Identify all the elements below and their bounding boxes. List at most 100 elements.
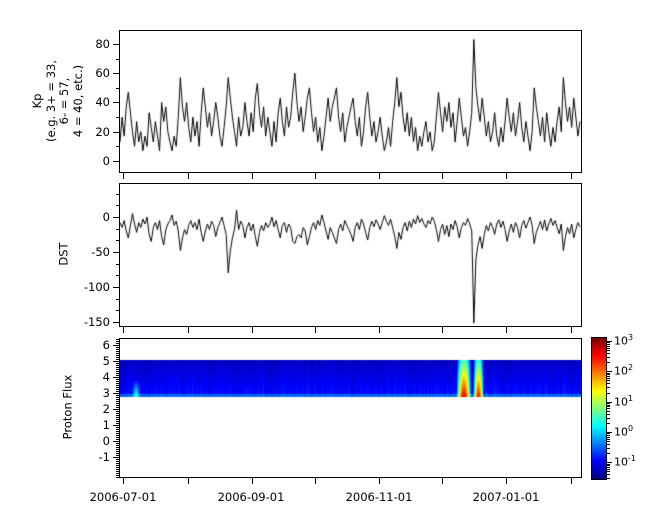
proton-y-minor-tick xyxy=(116,443,119,444)
colorbar-minor-tick xyxy=(607,464,610,465)
colorbar-tick-exponent: -1 xyxy=(628,454,636,463)
colorbar-tick-exponent: 2 xyxy=(628,363,634,372)
dst-y-tick-label: 0 xyxy=(102,210,110,224)
x-axis-month-tick xyxy=(315,173,316,179)
colorbar-minor-tick xyxy=(607,373,610,374)
proton-y-minor-tick xyxy=(116,405,119,406)
dst-y-minor-tick xyxy=(116,310,119,311)
proton-y-minor-tick xyxy=(116,371,119,372)
proton-y-major-tick xyxy=(113,409,119,410)
x-axis-date-label: 2006-11-01 xyxy=(345,490,413,504)
proton-y-tick-label: 1 xyxy=(102,418,110,432)
x-axis-month-tick xyxy=(315,478,316,484)
x-axis-month-tick xyxy=(442,478,443,484)
proton-y-minor-tick xyxy=(116,399,119,400)
x-axis-month-tick xyxy=(252,327,253,333)
proton-y-minor-tick xyxy=(116,379,119,380)
kp-y-major-tick xyxy=(113,161,119,162)
proton-y-minor-tick xyxy=(116,465,119,466)
dst-y-minor-tick xyxy=(116,240,119,241)
proton-y-minor-tick xyxy=(116,369,119,370)
proton-y-minor-tick xyxy=(116,373,119,374)
proton-y-minor-tick xyxy=(116,421,119,422)
dst-y-minor-tick xyxy=(116,205,119,206)
colorbar-major-tick xyxy=(607,432,612,433)
colorbar-minor-tick xyxy=(607,380,610,381)
proton-y-minor-tick xyxy=(116,423,119,424)
colorbar-minor-tick xyxy=(607,433,610,434)
x-axis-month-tick xyxy=(571,327,572,333)
proton-y-minor-tick xyxy=(116,435,119,436)
kp-y-major-tick xyxy=(113,132,119,133)
colorbar-minor-tick xyxy=(607,403,610,404)
colorbar-tick-label: 103 xyxy=(614,333,634,348)
proton-y-minor-tick xyxy=(116,419,119,420)
proton-y-minor-tick xyxy=(116,389,119,390)
x-axis-date-label: 2007-01-01 xyxy=(472,490,540,504)
proton-y-minor-tick xyxy=(116,375,119,376)
proton-y-major-tick xyxy=(113,425,119,426)
x-axis-month-tick xyxy=(506,173,507,179)
colorbar-frame xyxy=(591,337,607,480)
proton-y-minor-tick xyxy=(116,417,119,418)
kp-y-minor-tick xyxy=(116,59,119,60)
colorbar-minor-tick xyxy=(607,471,610,472)
proton-y-major-tick xyxy=(113,345,119,346)
x-axis-month-tick xyxy=(442,327,443,333)
proton-y-minor-tick xyxy=(116,385,119,386)
proton-y-minor-tick xyxy=(116,387,119,388)
colorbar-minor-tick xyxy=(607,346,610,347)
kp-y-tick-label: 60 xyxy=(95,66,110,80)
colorbar-minor-tick xyxy=(607,350,610,351)
colorbar-tick-exponent: 3 xyxy=(628,333,634,342)
kp-y-minor-tick xyxy=(116,117,119,118)
colorbar-minor-tick xyxy=(607,344,610,345)
colorbar-minor-tick xyxy=(607,362,610,363)
x-axis-month-tick xyxy=(188,327,189,333)
kp-y-axis-label: Kp (e.g. 3+ = 33, 6- = 57, 4 = 40, etc.) xyxy=(30,60,85,142)
x-axis-month-tick xyxy=(571,173,572,179)
proton-y-minor-tick xyxy=(116,477,119,478)
proton-y-minor-tick xyxy=(116,445,119,446)
kp-y-tick-label: 80 xyxy=(95,37,110,51)
kp-y-tick-label: 20 xyxy=(95,125,110,139)
x-axis-month-tick xyxy=(506,327,507,333)
dst-y-tick-label: -150 xyxy=(83,315,110,329)
colorbar-minor-tick xyxy=(607,342,610,343)
kp-y-major-tick xyxy=(113,73,119,74)
proton-y-minor-tick xyxy=(116,415,119,416)
proton-y-major-tick xyxy=(113,393,119,394)
dst-series-canvas xyxy=(120,184,581,326)
colorbar-tick-label: 102 xyxy=(614,363,634,378)
x-axis-month-tick xyxy=(123,327,124,333)
kp-y-minor-tick xyxy=(116,146,119,147)
colorbar-major-tick xyxy=(607,462,612,463)
proton-y-minor-tick xyxy=(116,433,119,434)
dst-y-minor-tick xyxy=(116,275,119,276)
proton-y-minor-tick xyxy=(116,359,119,360)
colorbar-minor-tick xyxy=(607,435,610,436)
proton-y-tick-label: -1 xyxy=(98,450,110,464)
kp-y-tick-label: 0 xyxy=(102,154,110,168)
proton-flux-y-axis-label: Proton Flux xyxy=(60,374,75,440)
proton-y-minor-tick xyxy=(116,401,119,402)
dst-y-minor-tick xyxy=(116,194,119,195)
proton-y-minor-tick xyxy=(116,341,119,342)
dst-y-major-tick xyxy=(113,322,119,323)
colorbar-minor-tick xyxy=(607,376,610,377)
colorbar-tick-exponent: 1 xyxy=(628,394,634,403)
x-axis-month-tick xyxy=(188,478,189,484)
proton-y-tick-label: 4 xyxy=(102,370,110,384)
kp-y-major-tick xyxy=(113,102,119,103)
colorbar-tick-exponent: 0 xyxy=(628,424,634,433)
colorbar-minor-tick xyxy=(607,357,610,358)
proton-y-minor-tick xyxy=(116,449,119,450)
colorbar-tick-label: 10-1 xyxy=(614,454,636,469)
colorbar-minor-tick xyxy=(607,469,610,470)
colorbar-minor-tick xyxy=(607,437,610,438)
dst-y-major-tick xyxy=(113,252,119,253)
x-axis-date-label: 2006-07-01 xyxy=(89,490,157,504)
x-axis-month-tick xyxy=(315,327,316,333)
colorbar-major-tick xyxy=(607,402,612,403)
proton-y-minor-tick xyxy=(116,461,119,462)
